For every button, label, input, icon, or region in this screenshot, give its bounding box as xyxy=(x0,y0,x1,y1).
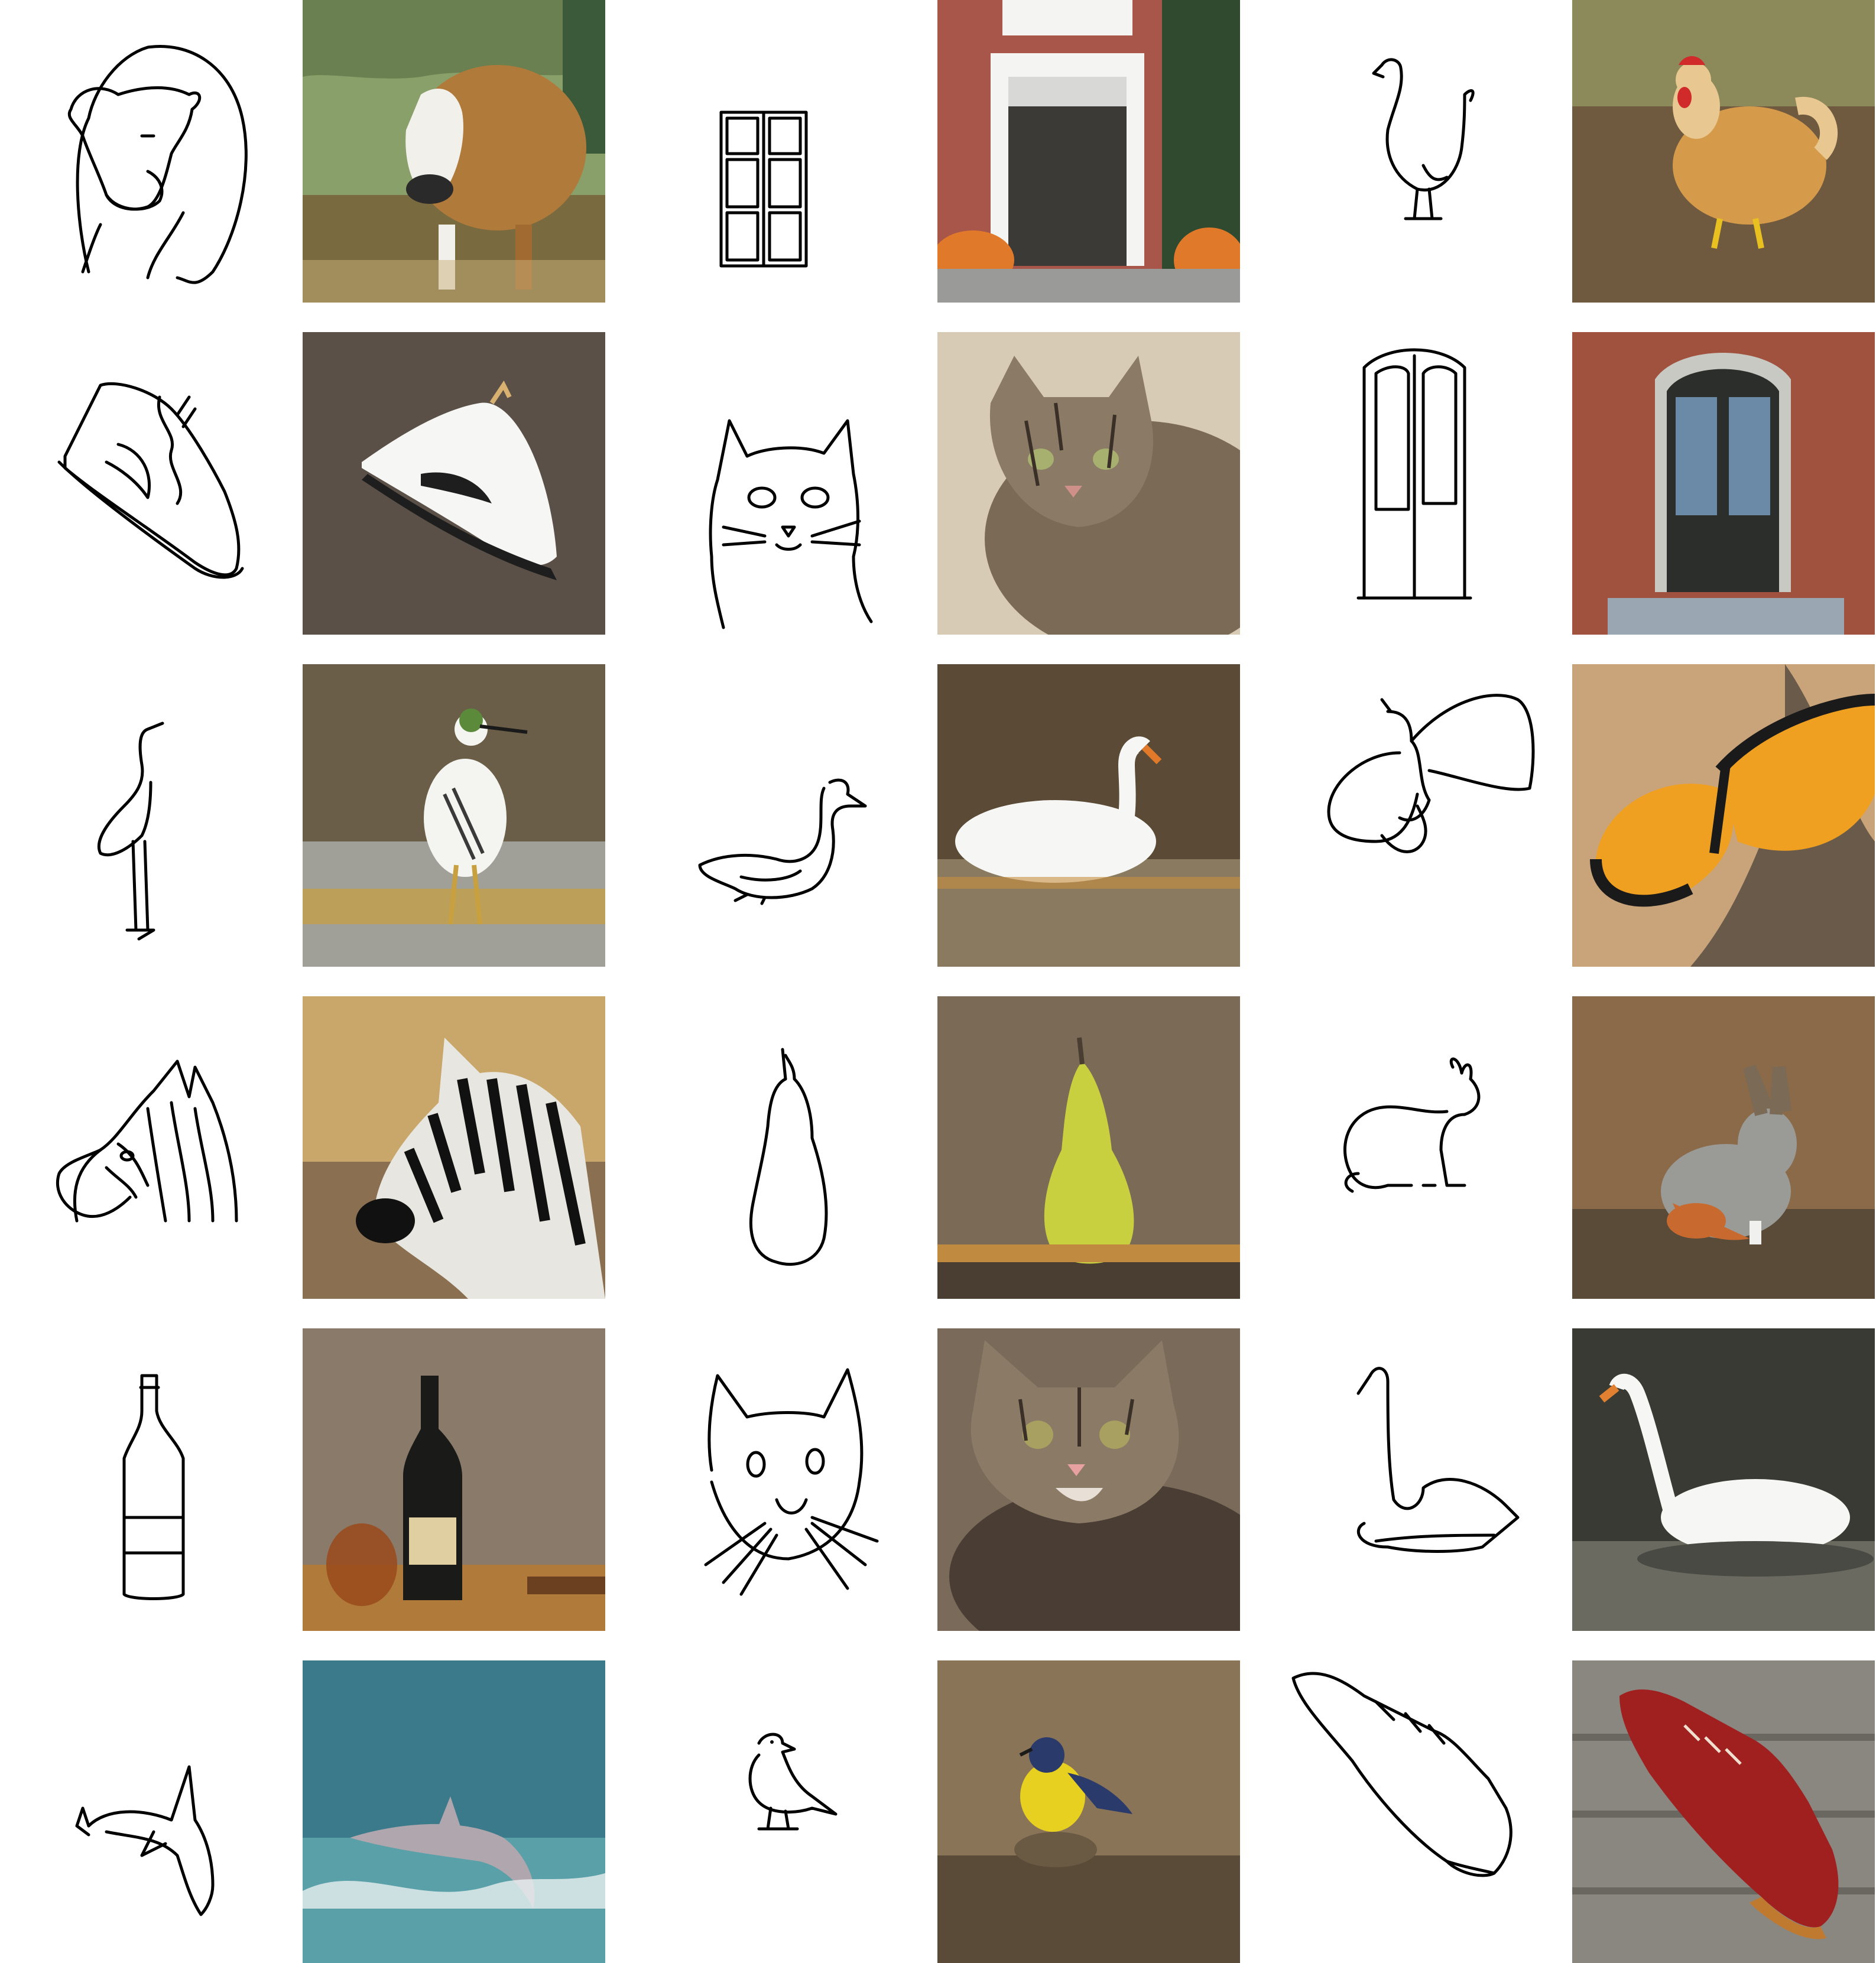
dolphin-photo xyxy=(303,1660,605,1963)
cat-sketch-2 xyxy=(635,1328,937,1631)
cat-sketch xyxy=(635,332,937,635)
zebra-photo xyxy=(303,996,605,1299)
sneaker-photo xyxy=(303,332,605,635)
swan-sketch xyxy=(635,664,937,967)
cow-photo xyxy=(303,0,605,303)
heron-photo xyxy=(303,664,605,967)
rabbit-photo xyxy=(1572,996,1875,1299)
swan-sketch-2 xyxy=(1270,1328,1572,1631)
zebra-sketch xyxy=(0,996,303,1299)
sneaker-sketch xyxy=(0,332,303,635)
swan-photo xyxy=(937,664,1240,967)
dolphin-sketch xyxy=(0,1660,303,1963)
door-sketch xyxy=(635,0,937,303)
pear-photo xyxy=(937,996,1240,1299)
swan-photo-2 xyxy=(1572,1328,1875,1631)
rabbit-sketch xyxy=(1270,996,1572,1299)
bottle-photo xyxy=(303,1328,605,1631)
butterfly-sketch xyxy=(1270,664,1572,967)
shoe-photo xyxy=(1572,1660,1875,1963)
door-photo xyxy=(937,0,1240,303)
butterfly-photo xyxy=(1572,664,1875,967)
chicken-sketch xyxy=(1270,0,1572,303)
cat-photo xyxy=(937,332,1240,635)
bird-sketch xyxy=(635,1660,937,1963)
chicken-photo xyxy=(1572,0,1875,303)
door-sketch-2 xyxy=(1270,332,1572,635)
heron-sketch xyxy=(0,664,303,967)
shoe-sketch xyxy=(1270,1660,1572,1963)
bottle-sketch xyxy=(0,1328,303,1631)
bird-photo xyxy=(937,1660,1240,1963)
cat-photo-2 xyxy=(937,1328,1240,1631)
pear-sketch xyxy=(635,996,937,1299)
door-photo-2 xyxy=(1572,332,1875,635)
cow-sketch xyxy=(0,0,303,303)
